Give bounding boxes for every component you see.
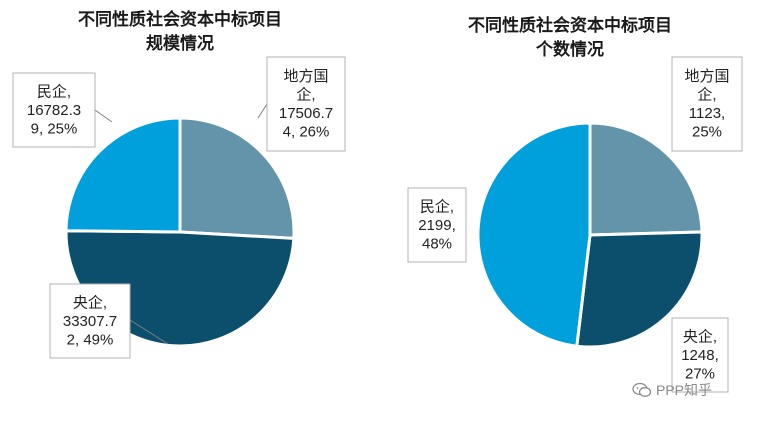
watermark-text: PPP知乎 [656, 382, 713, 398]
chart-title-scale-line2: 规模情况 [146, 34, 214, 53]
data-label-1-1: 央企, 1248,27% [671, 317, 729, 393]
data-label-text-1-2-2: 48% [422, 235, 452, 252]
data-label-text-0-0-3: 4, 26% [283, 124, 330, 141]
data-label-text-0-1-1: 33307.7 [63, 313, 117, 330]
data-label-box-1-1 [671, 317, 729, 393]
data-label-0-1: 央企, 33307.72, 49% [49, 283, 131, 359]
data-label-text-1-1-2: 27% [685, 365, 715, 382]
wechat-icon [632, 382, 652, 397]
pie-slice-1-0 [588, 121, 704, 237]
chart-title-scale: 不同性质社会资本中标项目 规模情况 [20, 8, 340, 56]
data-label-text-0-2-2: 9, 25% [31, 120, 78, 137]
leader-line-0-1 [129, 319, 169, 345]
data-label-box-1-2 [407, 187, 467, 263]
pie-slice-1-2 [476, 121, 592, 348]
data-label-text-1-0-3: 25% [692, 124, 722, 141]
data-label-text-1-2-0: 民企, [420, 197, 454, 215]
pie-slice-1-1 [575, 230, 704, 349]
data-label-text-0-1-0: 央企, [73, 293, 107, 311]
data-label-text-1-0-2: 1123, [689, 105, 725, 122]
data-label-text-1-1-0: 央企, [683, 327, 717, 345]
pie-slice-0-2 [64, 116, 182, 234]
chart-title-count: 不同性质社会资本中标项目 个数情况 [405, 14, 735, 62]
data-label-text-1-0-0: 地方国 [684, 68, 729, 85]
chart-title-scale-line1: 不同性质社会资本中标项目 [78, 10, 282, 29]
data-label-text-0-2-0: 民企, [37, 82, 71, 100]
leader-line-0-0 [257, 103, 268, 119]
data-label-text-0-0-2: 17506.7 [279, 105, 333, 122]
data-label-text-1-2-1: 2199, [418, 217, 456, 234]
chart-title-count-line1: 不同性质社会资本中标项目 [468, 16, 672, 35]
pie-slice-0-0 [178, 116, 296, 240]
data-label-text-0-2-1: 16782.3 [27, 102, 81, 119]
leader-line-0-2 [94, 109, 113, 123]
data-label-0-2: 民企, 16782.39, 25% [12, 72, 96, 148]
data-label-text-0-1-2: 2, 49% [67, 331, 114, 348]
data-label-box-1-0 [671, 56, 743, 152]
data-label-text-1-1-1: 1248, [681, 347, 719, 364]
data-label-box-0-2 [12, 72, 96, 148]
data-label-text-0-0-1: 企, [296, 86, 315, 104]
chart-title-count-line2: 个数情况 [536, 40, 604, 59]
data-label-1-2: 民企, 2199,48% [407, 187, 467, 263]
watermark: PPP知乎 [632, 380, 712, 400]
data-label-box-0-1 [49, 283, 131, 359]
data-label-text-1-0-1: 企, [697, 86, 716, 104]
data-label-box-0-0 [266, 56, 346, 152]
data-label-text-0-0-0: 地方国 [283, 68, 328, 85]
